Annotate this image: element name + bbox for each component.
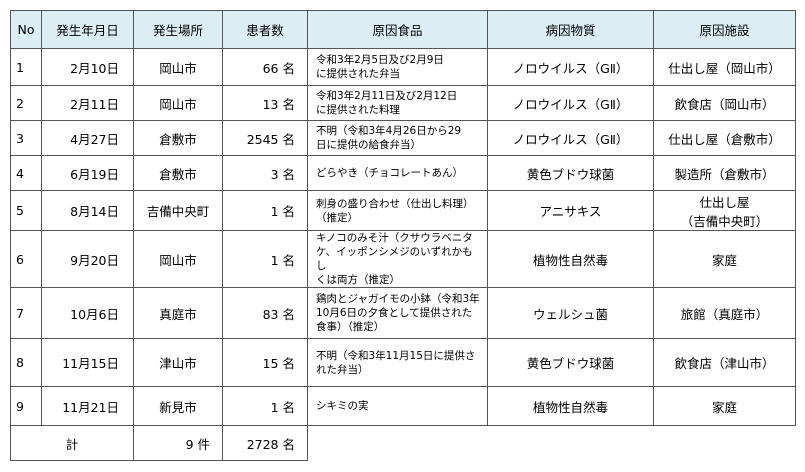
- column-header: 発生年月日: [41, 10, 134, 49]
- table-cell: 2: [10, 85, 42, 121]
- table-cell: 刺身の盛り合わせ（仕出し料理） （推定）: [307, 190, 488, 231]
- table-cell: 倉敷市: [133, 120, 223, 156]
- column-header: 原因施設: [653, 10, 796, 49]
- table-cell: 岡山市: [133, 230, 223, 288]
- table-cell: 仕出し屋（倉敷市）: [653, 120, 796, 156]
- table-cell: 10月6日: [41, 287, 134, 339]
- table-cell: 令和3年2月11日及び2月12日 に提供された料理: [307, 85, 488, 121]
- total-patients: 2728 名: [222, 425, 308, 461]
- column-header: 原因食品: [307, 10, 488, 49]
- table-row: 9 11月21日 新見市 1 名シキミの実 植物性自然毒 家庭: [10, 386, 796, 426]
- table-cell: 黄色ブドウ球菌: [487, 338, 654, 387]
- table-body: 1 2月10日 岡山市 66 名令和3年2月5日及び2月9日 に提供された弁当 ノロウイ…: [10, 48, 796, 461]
- table-cell: 4: [10, 155, 42, 191]
- table-row: 4 6月19日 倉敷市 3 名どらやき（チョコレートあん） 黄色ブドウ球菌 製造所（倉敷市…: [10, 155, 796, 191]
- table-cell: 家庭: [653, 386, 796, 426]
- table-cell: 11月21日: [41, 386, 134, 426]
- table-cell: アニサキス: [487, 190, 654, 231]
- column-header: 病因物質: [487, 10, 654, 49]
- table-cell: 家庭: [653, 230, 796, 288]
- table-cell: 令和3年2月5日及び2月9日 に提供された弁当: [307, 48, 488, 86]
- table-cell: 13 名: [222, 85, 308, 121]
- table-cell: 飲食店（津山市）: [653, 338, 796, 387]
- table-cell: 1: [10, 48, 42, 86]
- table-cell: 6: [10, 230, 42, 288]
- total-count: 9 件: [133, 425, 223, 461]
- table-cell: 不明（令和3年4月26日から29 日に提供の給食弁当）: [307, 120, 488, 156]
- header-row: No 発生年月日 発生場所 患者数 原因食品 病因物質 原因施設: [10, 10, 796, 49]
- table-cell: 66 名: [222, 48, 308, 86]
- table-cell: ウェルシュ菌: [487, 287, 654, 339]
- table-cell: 3: [10, 120, 42, 156]
- table-row: 5 8月14日 吉備中央町 1 名刺身の盛り合わせ（仕出し料理） （推定） アニサキス仕…: [10, 190, 796, 231]
- table-cell: 新見市: [133, 386, 223, 426]
- table-cell: 4月27日: [41, 120, 134, 156]
- table-cell: 5: [10, 190, 42, 231]
- table-cell: 8月14日: [41, 190, 134, 231]
- table-cell: キノコのみそ汁（クサウラベニタ ケ、イッポンシメジのいずれかもし くは両方（推定…: [307, 230, 488, 288]
- table-cell: 津山市: [133, 338, 223, 387]
- table-cell: 11月15日: [41, 338, 134, 387]
- table-cell: 旅館（真庭市）: [653, 287, 796, 339]
- table-cell: 6月19日: [41, 155, 134, 191]
- table-cell: 植物性自然毒: [487, 386, 654, 426]
- table-cell: 吉備中央町: [133, 190, 223, 231]
- table-cell: 仕出し屋 （吉備中央町）: [653, 190, 796, 231]
- table-cell: 15 名: [222, 338, 308, 387]
- table-cell: 83 名: [222, 287, 308, 339]
- table-cell: ノロウイルス（GⅡ）: [487, 120, 654, 156]
- table-cell: 1 名: [222, 190, 308, 231]
- table-cell: シキミの実: [307, 386, 488, 426]
- table-cell: ノロウイルス（GⅡ）: [487, 85, 654, 121]
- table-cell: どらやき（チョコレートあん）: [307, 155, 488, 191]
- column-header: No: [10, 10, 42, 49]
- table-cell: 倉敷市: [133, 155, 223, 191]
- table-row: 1 2月10日 岡山市 66 名令和3年2月5日及び2月9日 に提供された弁当 ノロウイ…: [10, 48, 796, 86]
- table-cell: 1 名: [222, 386, 308, 426]
- table-cell: 9: [10, 386, 42, 426]
- table-cell: 製造所（倉敷市）: [653, 155, 796, 191]
- table-cell: 3 名: [222, 155, 308, 191]
- blank-space: [308, 426, 796, 461]
- table-cell: 不明（令和3年11月15日に提供さ れた弁当）: [307, 338, 488, 387]
- total-label: 計: [10, 425, 134, 461]
- column-header: 発生場所: [133, 10, 223, 49]
- column-header: 患者数: [222, 10, 308, 49]
- table-cell: 2月10日: [41, 48, 134, 86]
- table-cell: 飲食店（岡山市）: [653, 85, 796, 121]
- table-cell: 仕出し屋（岡山市）: [653, 48, 796, 86]
- table-cell: 岡山市: [133, 48, 223, 86]
- table-row: 2 2月11日 岡山市 13 名令和3年2月11日及び2月12日 に提供された料理 ノロ…: [10, 85, 796, 121]
- table-cell: 黄色ブドウ球菌: [487, 155, 654, 191]
- table-cell: 植物性自然毒: [487, 230, 654, 288]
- table-row: 7 10月6日 真庭市 83 名鶏肉とジャガイモの小鉢（令和3年 10月6日の夕食とし…: [10, 287, 796, 339]
- outbreak-table: No 発生年月日 発生場所 患者数 原因食品 病因物質 原因施設 1 2月10日 岡山市 66 名…: [10, 10, 796, 461]
- table-cell: 8: [10, 338, 42, 387]
- table-row: 8 11月15日 津山市 15 名不明（令和3年11月15日に提供さ れた弁当） 黄色ブ…: [10, 338, 796, 387]
- table-cell: 7: [10, 287, 42, 339]
- table-cell: 岡山市: [133, 85, 223, 121]
- table-row: 3 4月27日 倉敷市 2545 名不明（令和3年4月26日から29 日に提供の給食弁…: [10, 120, 796, 156]
- table-cell: ノロウイルス（GⅡ）: [487, 48, 654, 86]
- table-cell: 9月20日: [41, 230, 134, 288]
- table-cell: 2545 名: [222, 120, 308, 156]
- table-cell: 2月11日: [41, 85, 134, 121]
- table-cell: 鶏肉とジャガイモの小鉢（令和3年 10月6日の夕食として提供された 食事）（推定…: [307, 287, 488, 339]
- table-cell: 真庭市: [133, 287, 223, 339]
- table-row: 6 9月20日 岡山市 1 名キノコのみそ汁（クサウラベニタ ケ、イッポンシメジのいず…: [10, 230, 796, 288]
- table-cell: 1 名: [222, 230, 308, 288]
